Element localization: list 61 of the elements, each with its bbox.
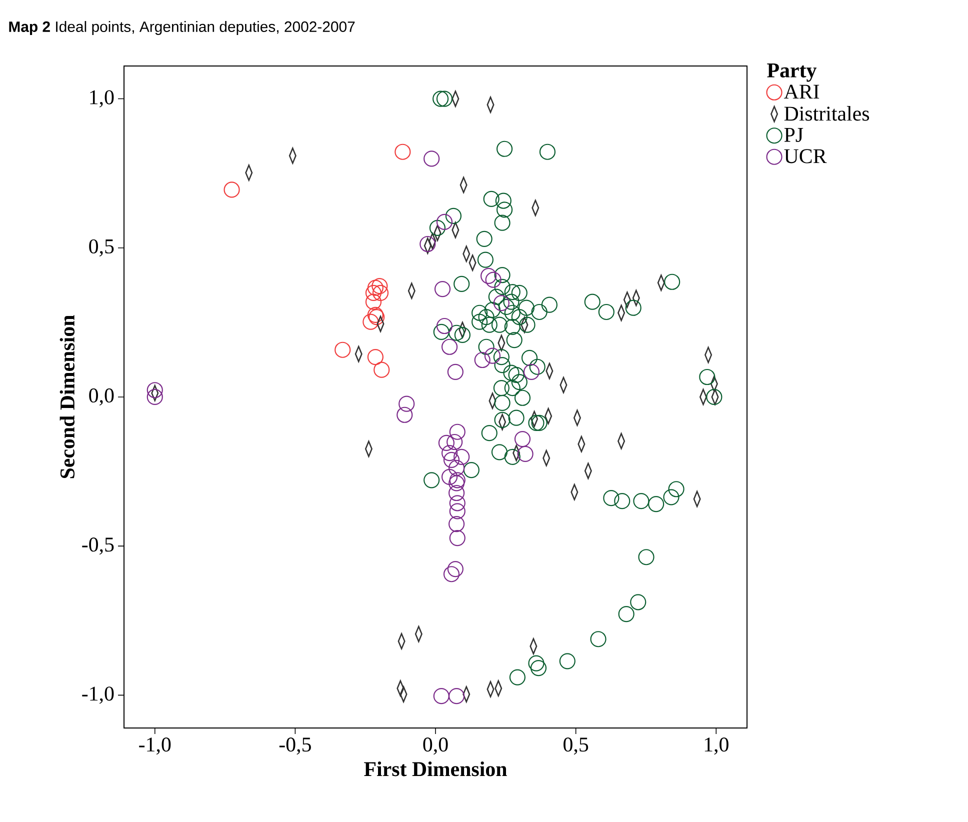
point	[447, 560, 464, 578]
point	[448, 484, 465, 502]
point	[367, 280, 384, 296]
point	[420, 236, 436, 252]
y-tick-label: 1,0	[90, 90, 114, 108]
legend-label: PJ	[784, 128, 804, 142]
point	[438, 434, 455, 451]
x-axis-title: First Dimension	[364, 761, 507, 776]
point	[449, 424, 466, 440]
y-tick-label: 0,5	[89, 239, 114, 256]
point	[424, 150, 440, 167]
legend-label: ARI	[784, 84, 820, 99]
point	[146, 388, 163, 406]
chart-title: Map 2 Ideal points, Argentinian deputies, 2002-2007	[9, 21, 355, 35]
y-tick-label: -0,5	[82, 538, 114, 555]
point	[396, 406, 413, 423]
y-tick-label: -1,0	[82, 686, 114, 704]
point	[441, 468, 458, 485]
legend-title: Party	[767, 64, 817, 82]
legend-label: UCR	[784, 149, 827, 164]
point	[372, 284, 389, 301]
point	[474, 352, 490, 368]
point	[448, 475, 465, 492]
point	[443, 452, 460, 468]
point	[514, 430, 531, 448]
point	[448, 460, 465, 476]
point	[441, 444, 458, 462]
point	[449, 472, 466, 488]
point	[372, 278, 388, 294]
point	[224, 182, 240, 198]
x-tick-label: 0,0	[423, 738, 448, 755]
y-tick-label: 0,0	[89, 388, 114, 406]
point	[394, 144, 411, 160]
point	[334, 342, 351, 358]
point	[448, 688, 465, 704]
x-tick-label: -1,0	[139, 738, 171, 755]
point	[434, 280, 451, 298]
point	[454, 448, 470, 465]
x-tick-label: 0,5	[564, 738, 588, 755]
point	[441, 338, 458, 355]
legend-label: Distritales	[784, 106, 870, 121]
point	[446, 434, 463, 450]
x-tick-label: -0,5	[279, 738, 311, 755]
point	[362, 314, 379, 330]
point	[449, 530, 466, 546]
point	[365, 284, 382, 301]
point	[374, 362, 390, 378]
point	[447, 364, 464, 380]
point	[443, 566, 460, 582]
x-tick-label: 1,0	[704, 738, 728, 755]
point	[433, 688, 450, 704]
point	[365, 294, 382, 310]
point	[367, 348, 384, 366]
point	[517, 446, 534, 462]
y-axis-title: Second Dimension	[60, 315, 75, 478]
point	[449, 503, 466, 520]
point	[480, 268, 497, 284]
point	[146, 382, 163, 398]
point	[448, 516, 465, 532]
point	[449, 495, 466, 512]
point	[398, 396, 415, 412]
